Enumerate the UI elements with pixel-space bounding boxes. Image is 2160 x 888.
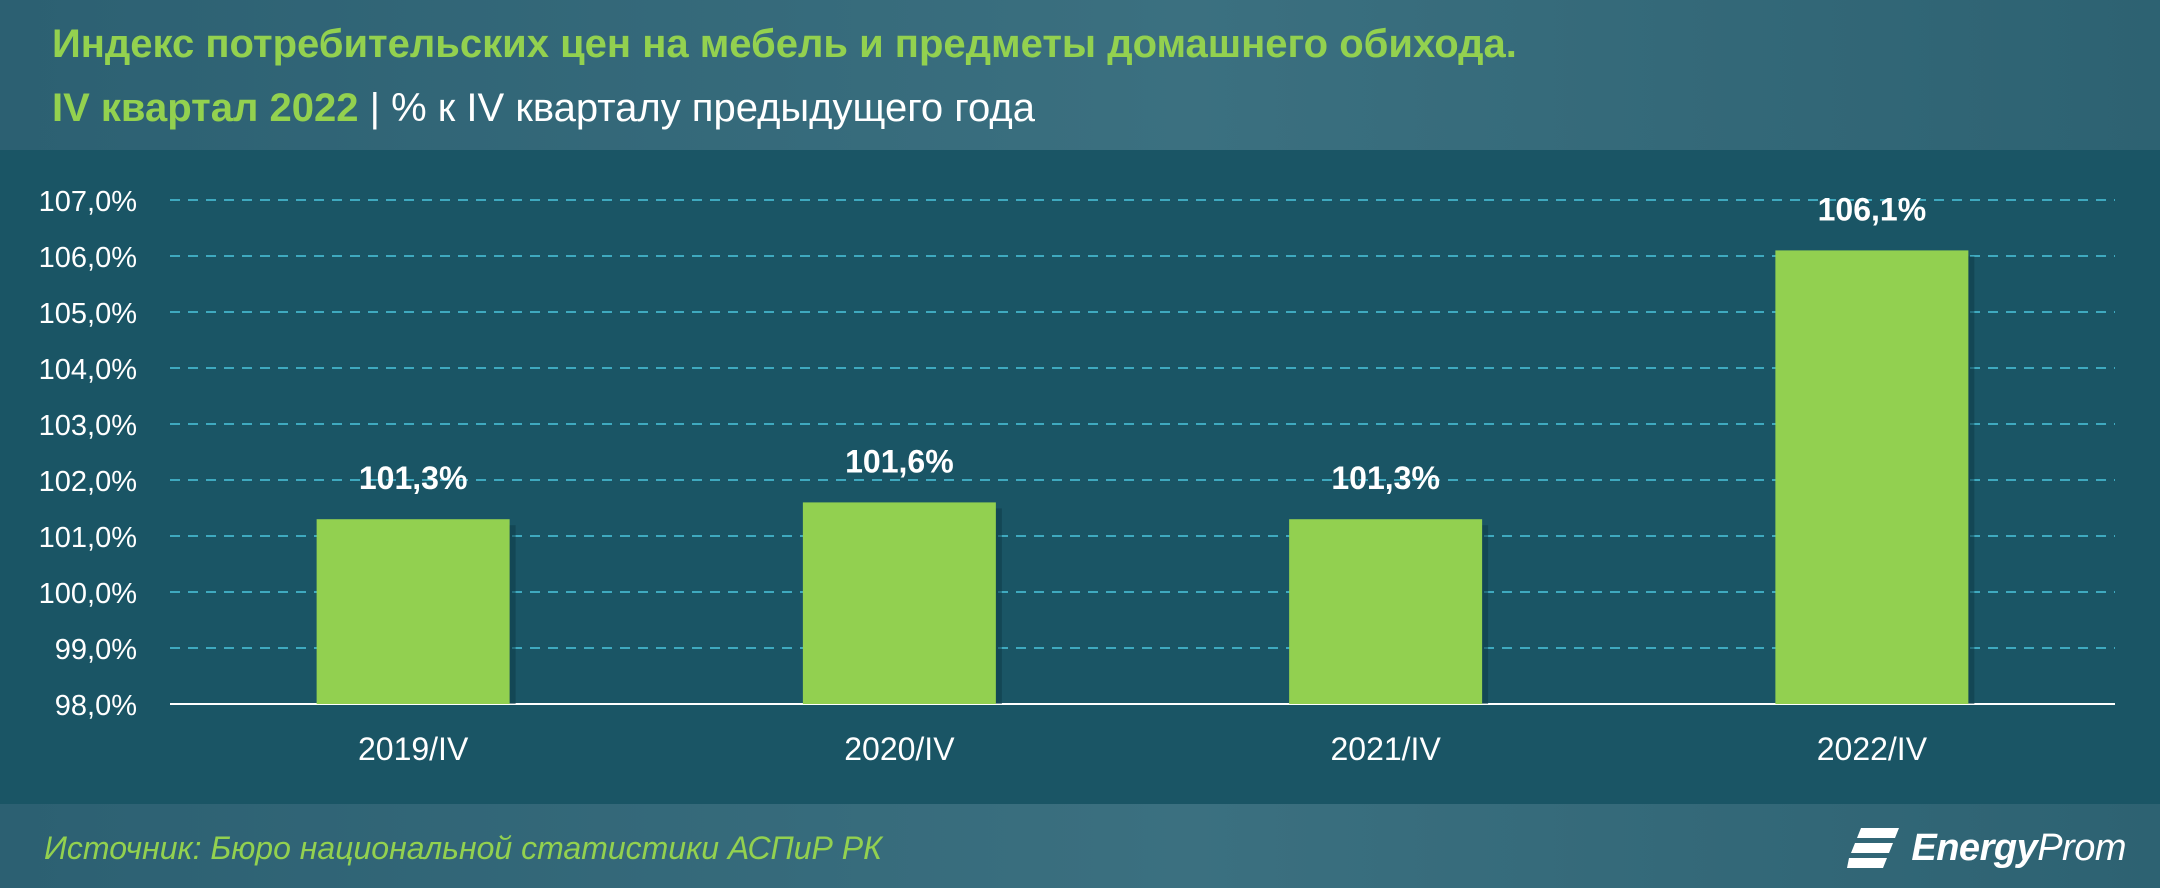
subtitle-unit: % к IV кварталу предыдущего года xyxy=(391,86,1035,130)
data-label: 101,6% xyxy=(845,443,954,479)
y-tick-label: 103,0% xyxy=(39,410,137,442)
subtitle-period: IV квартал 2022 xyxy=(52,86,359,130)
chart-header: Индекс потребительских цен на мебель и п… xyxy=(0,0,2160,150)
chart-subtitle: IV квартал 2022 | % к IV кварталу предыд… xyxy=(52,86,1035,131)
y-tick-label: 101,0% xyxy=(39,522,137,554)
x-tick-label: 2022/IV xyxy=(1817,731,1928,767)
y-tick-label: 102,0% xyxy=(39,466,137,498)
x-tick-label: 2019/IV xyxy=(358,731,469,767)
data-label: 101,3% xyxy=(1331,460,1440,496)
bar xyxy=(1289,519,1483,704)
data-label: 101,3% xyxy=(359,460,468,496)
bar xyxy=(802,502,996,704)
x-tick-label: 2020/IV xyxy=(844,731,955,767)
subtitle-separator: | xyxy=(369,86,380,130)
bar xyxy=(316,519,510,704)
y-tick-label: 98,0% xyxy=(55,690,137,722)
chart-plot-area: 98,0% 99,0% 100,0% 101,0% 102,0% 103,0% 104,0%… xyxy=(0,150,2160,804)
energyprom-logo-icon xyxy=(1847,828,1900,868)
chart-title: Индекс потребительских цен на мебель и п… xyxy=(52,22,1517,66)
logo-text: EnergyProm xyxy=(1911,826,2126,869)
source-note: Источник: Бюро национальной статистики А… xyxy=(44,830,882,866)
data-label: 106,1% xyxy=(1818,191,1927,227)
chart-footer: Источник: Бюро национальной статистики А… xyxy=(0,804,2160,888)
x-tick-label: 2021/IV xyxy=(1330,731,1441,767)
y-tick-label: 106,0% xyxy=(39,242,137,274)
y-tick-label: 104,0% xyxy=(39,354,137,386)
bar xyxy=(1775,250,1969,704)
bar-chart: 98,0% 99,0% 100,0% 101,0% 102,0% 103,0% 104,0%… xyxy=(39,186,2115,767)
energyprom-logo: EnergyProm xyxy=(1847,820,2126,876)
y-tick-label: 105,0% xyxy=(39,298,137,330)
y-tick-label: 107,0% xyxy=(39,186,137,218)
y-tick-label: 100,0% xyxy=(39,578,137,610)
y-tick-label: 99,0% xyxy=(55,634,137,666)
